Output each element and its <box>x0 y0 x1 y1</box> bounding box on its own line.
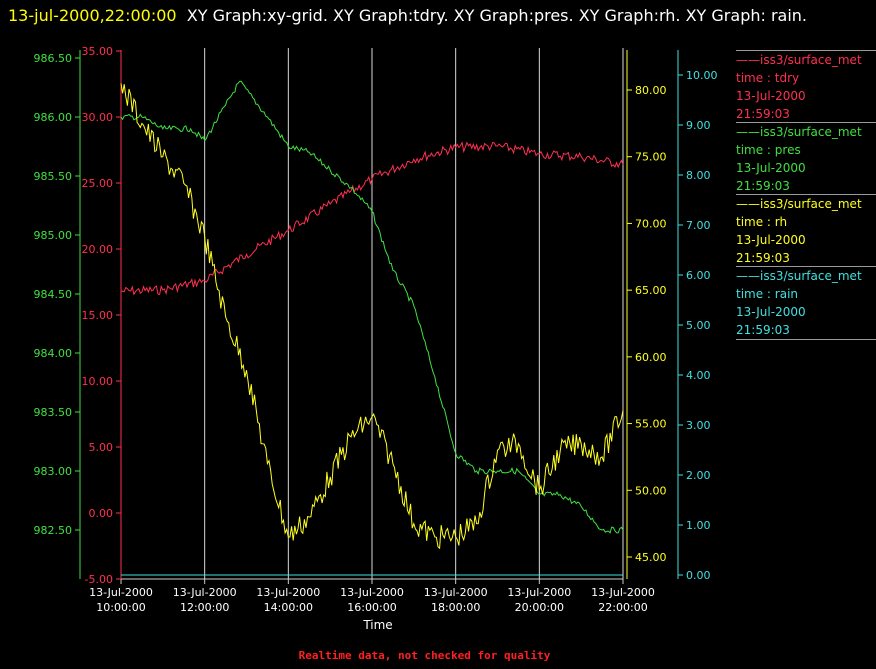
y-tick-label-rh: 80.00 <box>635 84 667 97</box>
legend-date: 13-Jul-2000 <box>736 161 806 175</box>
y-tick-label-tdry: 35.00 <box>82 45 114 58</box>
y-tick-label-pres: 986.00 <box>34 111 73 124</box>
x-tick-label-time: 20:00:00 <box>515 601 564 614</box>
x-tick-label-date: 13-Jul-2000 <box>173 586 237 599</box>
legend-variable: time : rh <box>736 215 788 229</box>
header-timestamp: 13-jul-2000,22:00:00 <box>8 6 177 25</box>
x-tick-label-date: 13-Jul-2000 <box>256 586 320 599</box>
x-tick-label-date: 13-Jul-2000 <box>424 586 488 599</box>
x-tick-label-time: 12:00:00 <box>180 601 229 614</box>
y-tick-label-pres: 984.00 <box>34 347 73 360</box>
x-tick-label-date: 13-Jul-2000 <box>507 586 571 599</box>
x-tick-label-time: 14:00:00 <box>264 601 313 614</box>
footer-note: Realtime data, not checked for quality <box>298 649 551 662</box>
legend-swatch: —— <box>736 125 760 139</box>
y-tick-label-rain: 0.00 <box>686 569 711 582</box>
y-tick-label-pres: 985.00 <box>34 229 73 242</box>
y-tick-label-rh: 65.00 <box>635 284 667 297</box>
legend-date: 13-Jul-2000 <box>736 233 806 247</box>
y-tick-label-tdry: 10.00 <box>82 375 114 388</box>
legend-swatch: —— <box>736 53 760 67</box>
y-tick-label-rh: 45.00 <box>635 551 667 564</box>
x-tick-label-time: 16:00:00 <box>347 601 396 614</box>
legend-series-name: ——iss3/surface_met <box>736 122 876 141</box>
series-line-rh <box>120 83 624 550</box>
y-tick-label-rain: 10.00 <box>686 69 718 82</box>
legend-time: 21:59:03 <box>736 251 790 265</box>
legend-name: iss3/surface_met <box>760 125 862 139</box>
legend-name: iss3/surface_met <box>760 197 862 211</box>
legend-date: 13-Jul-2000 <box>736 305 806 319</box>
x-tick-label-time: 22:00:00 <box>598 601 647 614</box>
y-tick-label-rain: 2.00 <box>686 469 711 482</box>
y-tick-label-rain: 3.00 <box>686 419 711 432</box>
y-tick-label-tdry: 5.00 <box>89 441 114 454</box>
x-tick-label-date: 13-Jul-2000 <box>89 586 153 599</box>
y-tick-label-rh: 60.00 <box>635 351 667 364</box>
legend-time: 21:59:03 <box>736 107 790 121</box>
y-tick-label-rh: 70.00 <box>635 217 667 230</box>
y-tick-label-pres: 985.50 <box>34 170 73 183</box>
legend-swatch: —— <box>736 269 760 283</box>
y-tick-label-tdry: 25.00 <box>82 177 114 190</box>
legend-series-name: ——iss3/surface_met <box>736 194 876 213</box>
y-tick-label-pres: 984.50 <box>34 288 73 301</box>
series-line-tdry <box>120 141 624 296</box>
header-graphs: XY Graph:xy-grid. XY Graph:tdry. XY Grap… <box>186 6 808 25</box>
legend-swatch: —— <box>736 197 760 211</box>
series-line-pres <box>120 80 624 534</box>
x-tick-label-time: 18:00:00 <box>431 601 480 614</box>
y-tick-label-tdry: 20.00 <box>82 243 114 256</box>
x-tick-label-date: 13-Jul-2000 <box>340 586 404 599</box>
legend-name: iss3/surface_met <box>760 269 862 283</box>
legend-variable: time : rain <box>736 287 799 301</box>
y-tick-label-rain: 9.00 <box>686 119 711 132</box>
y-tick-label-rain: 7.00 <box>686 219 711 232</box>
legend-time: 21:59:03 <box>736 179 790 193</box>
y-tick-label-rain: 6.00 <box>686 269 711 282</box>
x-tick-label-date: 13-Jul-2000 <box>591 586 655 599</box>
y-tick-label-tdry: 15.00 <box>82 309 114 322</box>
y-tick-label-tdry: 30.00 <box>82 111 114 124</box>
y-tick-label-rain: 4.00 <box>686 369 711 382</box>
y-tick-label-rh: 55.00 <box>635 418 667 431</box>
y-tick-label-pres: 983.00 <box>34 465 73 478</box>
legend-date: 13-Jul-2000 <box>736 89 806 103</box>
legend-divider <box>736 339 876 340</box>
x-axis-label: Time <box>362 618 392 632</box>
y-tick-label-rain: 5.00 <box>686 319 711 332</box>
y-tick-label-rh: 50.00 <box>635 484 667 497</box>
legend-name: iss3/surface_met <box>760 53 862 67</box>
x-tick-label-time: 10:00:00 <box>96 601 145 614</box>
legend-series-name: ——iss3/surface_met <box>736 266 876 285</box>
legend-time: 21:59:03 <box>736 323 790 337</box>
legend-variable: time : pres <box>736 143 801 157</box>
y-tick-label-tdry: 0.00 <box>89 507 114 520</box>
y-tick-label-rh: 75.00 <box>635 151 667 164</box>
y-tick-label-pres: 986.50 <box>34 52 73 65</box>
y-tick-label-rain: 1.00 <box>686 519 711 532</box>
legend-variable: time : tdry <box>736 71 800 85</box>
y-tick-label-tdry: -5.00 <box>85 573 113 586</box>
legend-series-name: ——iss3/surface_met <box>736 50 876 69</box>
y-tick-label-rain: 8.00 <box>686 169 711 182</box>
y-tick-label-pres: 983.50 <box>34 406 73 419</box>
y-tick-label-pres: 982.50 <box>34 524 73 537</box>
header: 13-jul-2000,22:00:00 XY Graph:xy-grid. X… <box>8 2 868 29</box>
